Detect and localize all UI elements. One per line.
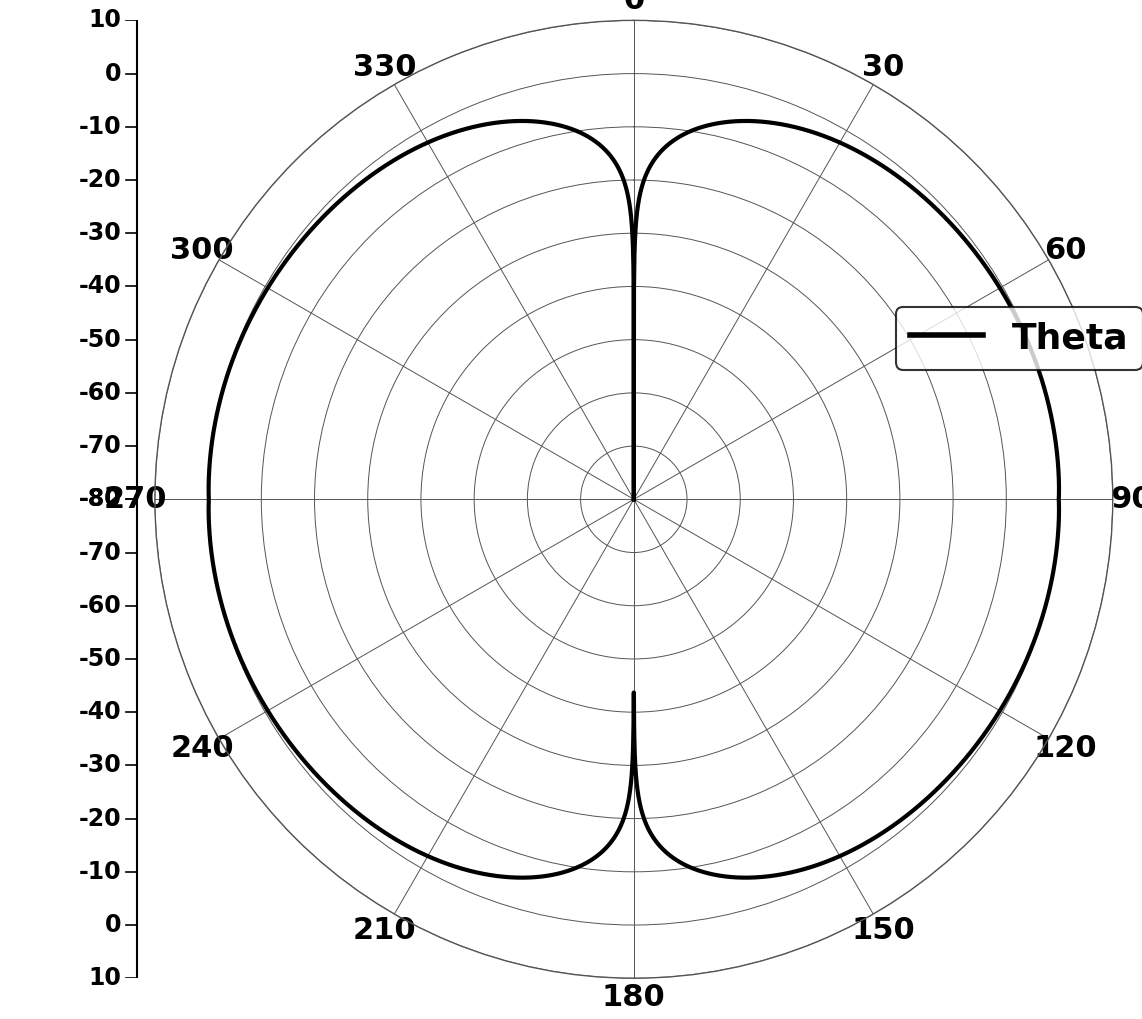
Text: -50: -50 bbox=[79, 328, 122, 352]
Text: -20: -20 bbox=[79, 807, 122, 830]
Text: 0: 0 bbox=[105, 61, 122, 86]
Legend: Theta: Theta bbox=[896, 307, 1142, 370]
Text: -10: -10 bbox=[79, 115, 122, 139]
Text: -30: -30 bbox=[79, 753, 122, 777]
Text: -40: -40 bbox=[79, 700, 122, 725]
Text: 0: 0 bbox=[105, 913, 122, 937]
Text: -70: -70 bbox=[79, 540, 122, 565]
Text: -60: -60 bbox=[79, 594, 122, 618]
Text: -70: -70 bbox=[79, 434, 122, 459]
Text: -50: -50 bbox=[79, 647, 122, 671]
Text: -40: -40 bbox=[79, 274, 122, 299]
Text: -20: -20 bbox=[79, 168, 122, 192]
Text: -80: -80 bbox=[79, 487, 122, 512]
Text: 10: 10 bbox=[89, 966, 122, 990]
Text: -60: -60 bbox=[79, 381, 122, 405]
Text: -10: -10 bbox=[79, 860, 122, 883]
Text: -80: -80 bbox=[79, 487, 122, 512]
Text: -30: -30 bbox=[79, 221, 122, 246]
Text: 10: 10 bbox=[89, 8, 122, 33]
